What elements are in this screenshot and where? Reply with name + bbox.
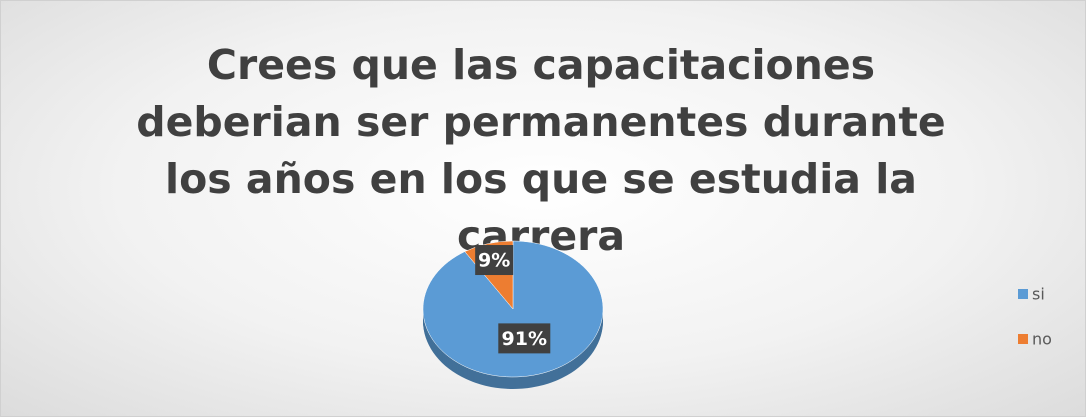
legend-swatch [1018, 289, 1028, 299]
chart-title: Crees que las capacitaciones deberian se… [136, 41, 946, 260]
data-label: 91% [502, 328, 547, 350]
legend-label: si [1032, 285, 1045, 304]
data-label-box [475, 245, 514, 276]
data-label: 9% [478, 250, 510, 272]
legend-swatch [1018, 334, 1028, 344]
data-label-box [498, 323, 551, 354]
legend-label: no [1032, 330, 1052, 349]
